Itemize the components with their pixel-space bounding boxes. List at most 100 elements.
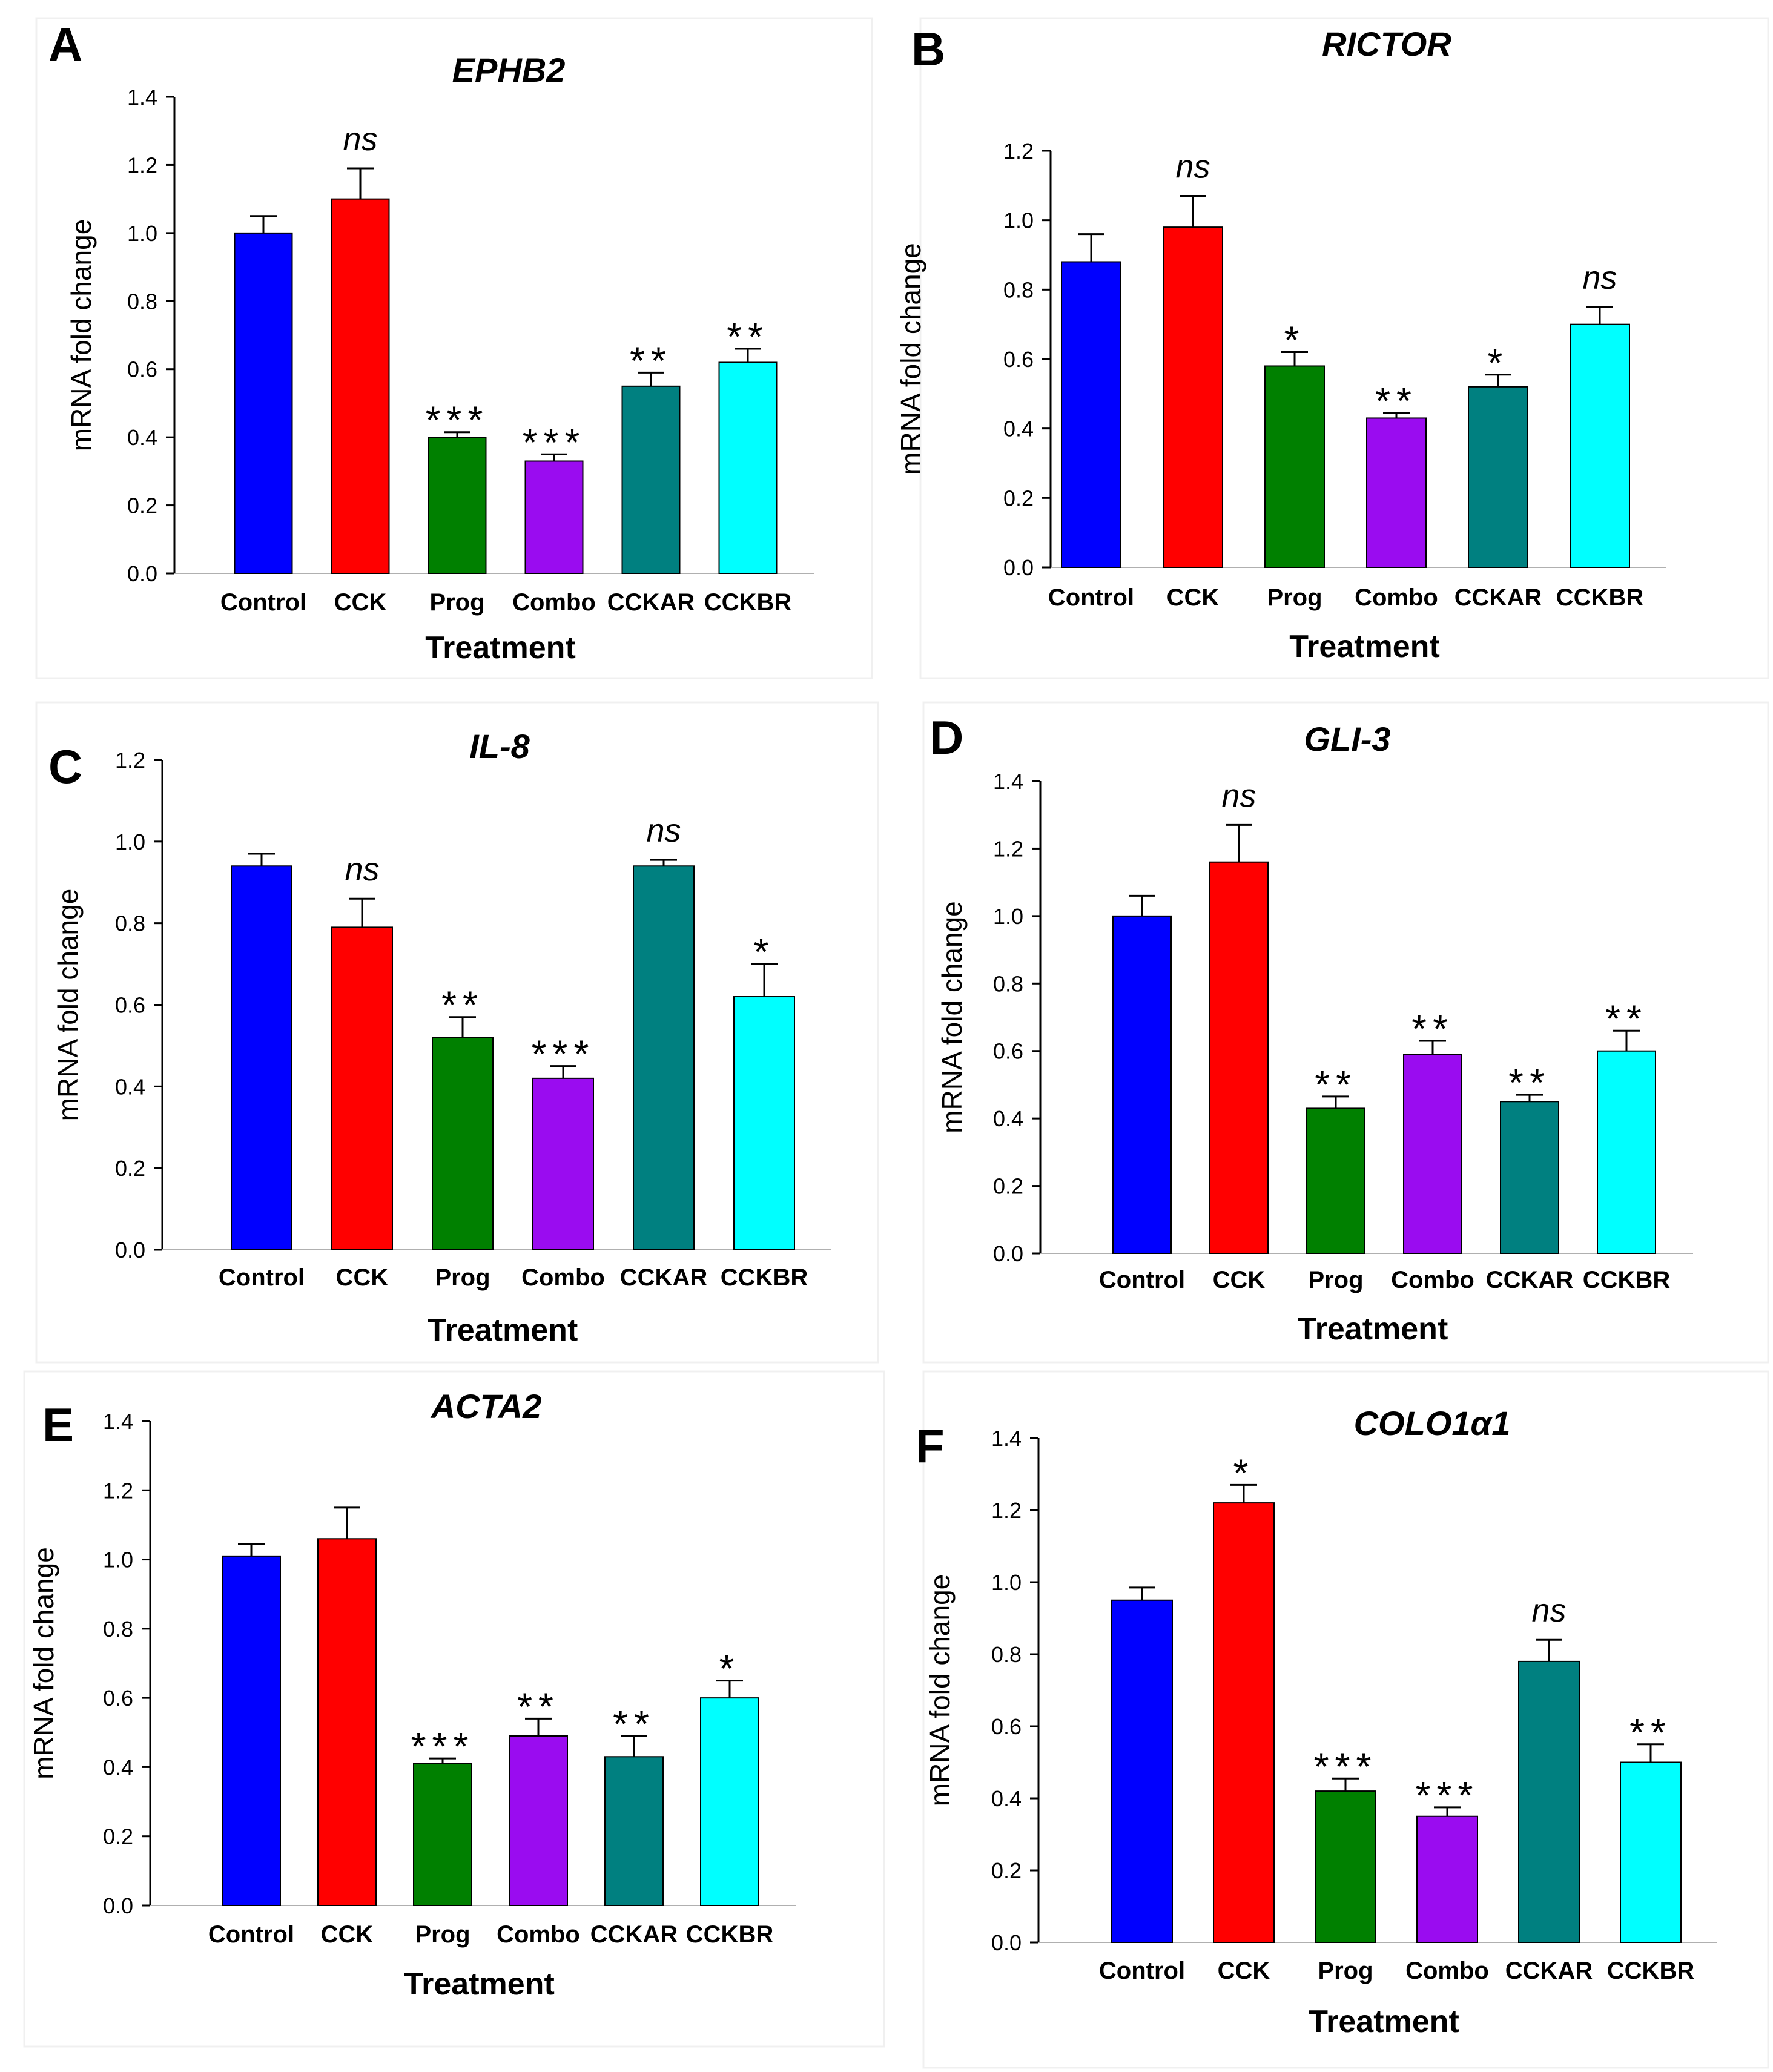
significance-label: **	[630, 338, 672, 382]
x-tick-label: CCK	[334, 589, 387, 616]
y-tick-label: 1.0	[991, 1570, 1022, 1595]
bar-cck	[331, 926, 393, 1250]
x-tick-label: Combo	[1405, 1958, 1489, 1984]
y-tick-label: 0.0	[1003, 555, 1034, 580]
bar-cckbr	[1620, 1761, 1682, 1943]
x-tick-label: Prog	[429, 589, 484, 616]
x-tick-label: Combo	[497, 1921, 580, 1948]
bar-combo	[1366, 417, 1427, 569]
bar-combo	[524, 460, 584, 574]
bar-combo	[1416, 1815, 1478, 1943]
y-tick-label: 0.2	[103, 1824, 133, 1849]
significance-label: ***	[1416, 1773, 1479, 1817]
chart-panel-f: 0.0 0.2 0.4 0.6 0.8 1.0 1.2 1.4 mRNA fold change…	[916, 1370, 1769, 2069]
y-tick-label: 0.4	[127, 425, 157, 450]
bar-cckbr	[1570, 323, 1630, 569]
significance-label: ***	[532, 1032, 595, 1076]
chart-title: EPHB2	[452, 51, 566, 89]
significance-label: ns	[345, 851, 379, 888]
panel-letter: F	[916, 1419, 945, 1473]
significance-label: **	[1315, 1063, 1357, 1106]
panel-frame	[922, 1370, 1769, 2069]
y-tick-label: 0.8	[115, 911, 145, 936]
chart-panel-a: 0.0 0.2 0.4 0.6 0.8 1.0 1.2 1.4 mRNA fold change…	[35, 17, 873, 679]
y-tick-label: 1.0	[103, 1548, 133, 1572]
y-tick-label: 0.8	[103, 1617, 133, 1641]
bar-control	[1112, 915, 1172, 1255]
y-tick-label: 0.0	[991, 1930, 1022, 1955]
bar-cck	[331, 198, 390, 574]
y-tick-label: 0.2	[991, 1858, 1022, 1883]
significance-label: **	[613, 1702, 655, 1746]
x-tick-label: CCK	[336, 1264, 389, 1291]
bar-combo	[509, 1735, 568, 1906]
y-tick-label: 0.6	[991, 1714, 1022, 1739]
bar-control	[1061, 261, 1121, 568]
x-tick-label: Control	[1099, 1267, 1185, 1293]
y-tick-label: 0.4	[103, 1755, 133, 1780]
y-tick-label: 0.4	[993, 1106, 1023, 1131]
y-axis-label: mRNA fold change	[936, 901, 968, 1133]
significance-label: ***	[426, 398, 489, 442]
x-tick-label: CCKBR	[1583, 1267, 1671, 1293]
significance-label: ns	[1221, 777, 1256, 814]
x-tick-label: Control	[1099, 1958, 1185, 1984]
panel-letter: E	[42, 1398, 74, 1451]
bar-cckbr	[700, 1697, 759, 1906]
significance-label: *	[1488, 341, 1509, 384]
x-tick-label: CCKBR	[1556, 584, 1644, 611]
bar-cckar	[633, 865, 695, 1250]
y-tick-label: 1.4	[991, 1426, 1022, 1451]
x-tick-label: CCK	[1218, 1958, 1270, 1984]
x-tick-label: CCKAR	[590, 1921, 678, 1948]
chart-title: RICTOR	[1322, 25, 1451, 63]
y-tick-label: 1.2	[1003, 139, 1034, 163]
y-tick-label: 1.2	[115, 748, 145, 773]
chart-panel-d: 0.0 0.2 0.4 0.6 0.8 1.0 1.2 1.4 mRNA fold change…	[922, 701, 1769, 1364]
bar-cckbr	[1597, 1050, 1656, 1254]
bar-control	[231, 865, 292, 1250]
significance-label: ns	[343, 121, 377, 157]
bar-control	[234, 232, 293, 575]
y-tick-label: 0.8	[127, 289, 157, 314]
x-tick-label: Prog	[1318, 1958, 1373, 1984]
chart-title: GLI-3	[1304, 720, 1390, 758]
significance-label: **	[1375, 379, 1418, 423]
significance-label: **	[1411, 1007, 1454, 1051]
y-axis-label: mRNA fold change	[28, 1547, 59, 1780]
chart-title: ACTA2	[430, 1387, 542, 1425]
y-tick-label: 0.2	[115, 1156, 145, 1181]
bar-prog	[428, 437, 487, 575]
x-tick-label: Prog	[1308, 1267, 1363, 1293]
significance-label: ***	[1314, 1744, 1378, 1788]
x-tick-label: Combo	[521, 1264, 605, 1291]
y-tick-label: 0.6	[103, 1686, 133, 1711]
x-tick-label: Prog	[435, 1264, 490, 1291]
x-tick-label: Control	[219, 1264, 305, 1291]
x-tick-label: CCKBR	[686, 1921, 774, 1948]
bar-combo	[532, 1077, 594, 1250]
y-axis-label: mRNA fold change	[52, 889, 84, 1121]
x-tick-label: Prog	[415, 1921, 470, 1948]
y-tick-label: 0.2	[993, 1174, 1023, 1199]
y-tick-label: 1.2	[103, 1478, 133, 1503]
x-tick-label: Control	[208, 1921, 294, 1948]
bar-cckbr	[718, 361, 778, 574]
significance-label: ns	[1531, 1592, 1566, 1629]
x-axis-label: Treatment	[425, 630, 576, 665]
y-tick-label: 0.4	[991, 1786, 1022, 1811]
x-tick-label: CCKAR	[1505, 1958, 1593, 1984]
x-tick-label: CCK	[1167, 584, 1220, 611]
bar-cckar	[1518, 1660, 1580, 1943]
x-tick-label: CCKBR	[1607, 1958, 1695, 1984]
bar-control	[222, 1555, 281, 1907]
x-axis-label: Treatment	[1309, 2004, 1459, 2039]
panel-letter: C	[48, 740, 82, 793]
bar-cckar	[604, 1756, 664, 1906]
bar-prog	[1306, 1107, 1365, 1255]
panel-frame	[919, 17, 1769, 679]
x-tick-label: Combo	[512, 589, 596, 616]
y-tick-label: 1.2	[127, 153, 157, 177]
y-axis-label: mRNA fold change	[895, 243, 926, 475]
x-tick-label: CCK	[1213, 1267, 1266, 1293]
